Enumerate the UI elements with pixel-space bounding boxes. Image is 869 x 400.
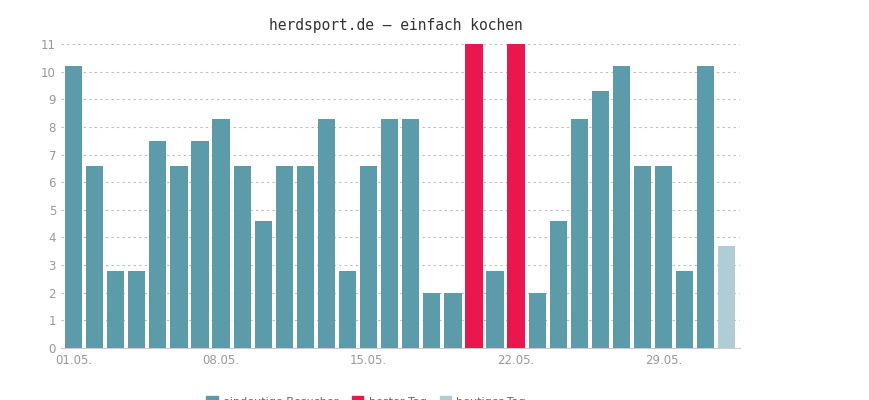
Bar bbox=[696, 66, 713, 348]
Bar bbox=[339, 271, 355, 348]
Bar bbox=[128, 271, 145, 348]
Bar bbox=[233, 166, 250, 348]
Text: herdsport.de – einfach kochen: herdsport.de – einfach kochen bbox=[269, 18, 522, 33]
Bar bbox=[170, 166, 188, 348]
Bar bbox=[507, 44, 524, 348]
Bar bbox=[634, 166, 651, 348]
Bar bbox=[549, 221, 567, 348]
Bar bbox=[65, 66, 82, 348]
Bar bbox=[675, 271, 693, 348]
Bar bbox=[591, 91, 608, 348]
Bar bbox=[612, 66, 629, 348]
Bar bbox=[570, 119, 587, 348]
Bar bbox=[654, 166, 672, 348]
Bar bbox=[149, 141, 166, 348]
Bar bbox=[422, 293, 440, 348]
Bar bbox=[275, 166, 293, 348]
Bar bbox=[296, 166, 314, 348]
Bar bbox=[486, 271, 503, 348]
Bar bbox=[718, 246, 734, 348]
Bar bbox=[317, 119, 335, 348]
Bar bbox=[360, 166, 377, 348]
Bar bbox=[107, 271, 124, 348]
Bar bbox=[465, 44, 482, 348]
Bar bbox=[255, 221, 271, 348]
Bar bbox=[86, 166, 103, 348]
Bar bbox=[401, 119, 419, 348]
Bar bbox=[528, 293, 545, 348]
Bar bbox=[444, 293, 461, 348]
Bar bbox=[212, 119, 229, 348]
Bar bbox=[381, 119, 398, 348]
Legend: eindeutige Besucher, bester Tag, heutiger Tag: eindeutige Besucher, bester Tag, heutige… bbox=[206, 396, 526, 400]
Bar bbox=[191, 141, 209, 348]
